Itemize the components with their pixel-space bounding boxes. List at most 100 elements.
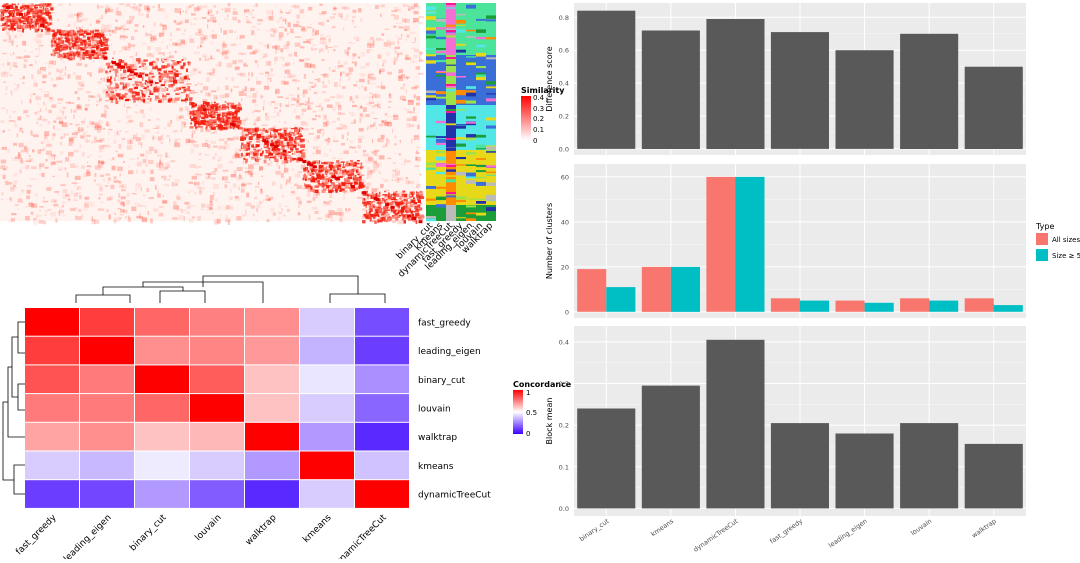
similarity-noise-cell: [289, 129, 294, 133]
similarity-noise-cell: [157, 52, 164, 55]
similarity-block-cell: [233, 125, 239, 128]
similarity-block-cell: [347, 170, 351, 175]
annotation-segment: [426, 105, 436, 135]
similarity-noise-cell: [138, 100, 140, 103]
similarity-block-cell: [55, 47, 60, 52]
similarity-noise-cell: [206, 72, 212, 75]
similarity-block-cell: [401, 218, 405, 221]
similarity-block-cell: [416, 194, 420, 197]
similarity-noise-cell: [68, 138, 74, 144]
similarity-block-cell: [199, 126, 203, 128]
similarity-noise-cell: [73, 72, 76, 75]
concordance-legend-bar: [513, 390, 523, 434]
similarity-block-cell: [378, 191, 381, 195]
y-tick-label: 0.4: [559, 338, 569, 346]
similarity-noise-cell: [265, 112, 268, 116]
similarity-noise-cell: [352, 54, 357, 56]
similarity-noise-cell: [124, 46, 131, 51]
similarity-noise-cell: [225, 77, 228, 80]
similarity-noise-cell: [393, 114, 398, 117]
similarity-noise-cell: [130, 6, 135, 9]
annotation-stripe: [426, 48, 436, 50]
similarity-noise-cell: [97, 130, 101, 133]
similarity-noise-cell: [314, 82, 316, 85]
similarity-noise-cell: [179, 10, 181, 15]
similarity-block-cell: [216, 108, 221, 110]
annotation-stripe: [426, 170, 436, 175]
similarity-noise-cell: [374, 150, 380, 152]
similarity-noise-cell: [79, 55, 85, 60]
similarity-block-cell: [154, 87, 160, 89]
similarity-noise-cell: [78, 81, 84, 86]
concordance-cell: [355, 308, 409, 336]
similarity-block-cell: [78, 38, 83, 42]
similarity-noise-cell: [80, 214, 84, 219]
similarity-noise-cell: [232, 11, 238, 15]
similarity-noise-cell: [6, 109, 8, 114]
similarity-noise-cell: [96, 4, 100, 9]
similarity-block-cell: [4, 19, 7, 21]
similarity-noise-cell: [388, 92, 391, 96]
annotation-stripe: [426, 30, 436, 34]
similarity-noise-cell: [257, 19, 263, 22]
similarity-block-cell: [324, 171, 328, 176]
similarity-noise-cell: [193, 23, 197, 25]
similarity-block-cell: [59, 46, 62, 49]
similarity-block-cell: [383, 207, 387, 209]
similarity-block-cell: [251, 130, 255, 134]
similarity-noise-cell: [369, 44, 375, 48]
similarity-noise-cell: [303, 73, 307, 79]
similarity-block-cell: [399, 198, 402, 200]
similarity-noise-cell: [419, 52, 424, 54]
similarity-block-cell: [242, 144, 247, 149]
similarity-noise-cell: [7, 181, 13, 185]
similarity-block-cell: [347, 176, 353, 180]
x-tick-label: walktrap: [970, 517, 998, 540]
similarity-noise-cell: [43, 146, 46, 151]
similarity-block-cell: [279, 144, 284, 146]
similarity-noise-cell: [410, 59, 414, 64]
similarity-legend-tick: 0: [533, 137, 537, 145]
similarity-noise-cell: [218, 61, 222, 67]
similarity-block-cell: [133, 71, 135, 74]
similarity-noise-cell: [417, 124, 420, 130]
similarity-block-cell: [316, 173, 321, 178]
similarity-noise-cell: [319, 129, 325, 131]
similarity-noise-cell: [112, 157, 115, 160]
similarity-block-cell: [273, 129, 279, 133]
similarity-noise-cell: [377, 188, 379, 190]
similarity-diagonal-cell: [375, 197, 380, 201]
annotation-segment: [456, 150, 466, 205]
similarity-noise-cell: [284, 28, 287, 32]
similarity-noise-cell: [345, 207, 347, 211]
similarity-noise-cell: [213, 220, 219, 225]
similarity-noise-cell: [234, 66, 240, 71]
similarity-noise-cell: [398, 153, 401, 156]
similarity-block-cell: [365, 216, 368, 218]
similarity-noise-cell: [399, 95, 406, 100]
similarity-noise-cell: [394, 7, 399, 9]
similarity-block-cell: [140, 98, 145, 102]
similarity-block-cell: [29, 23, 31, 28]
similarity-block-cell: [42, 6, 44, 10]
similarity-noise-cell: [322, 179, 328, 184]
similarity-noise-cell: [323, 122, 328, 127]
similarity-block-cell: [414, 205, 419, 207]
concordance-cell: [300, 451, 354, 480]
similarity-noise-cell: [158, 167, 163, 171]
similarity-block-cell: [54, 52, 59, 54]
similarity-noise-cell: [17, 198, 23, 202]
similarity-block-cell: [61, 30, 65, 35]
similarity-block-cell: [416, 193, 419, 196]
similarity-noise-cell: [398, 22, 402, 25]
similarity-noise-cell: [249, 90, 252, 92]
annotation-segment: [436, 105, 446, 135]
similarity-noise-cell: [156, 162, 161, 168]
similarity-noise-cell: [211, 43, 214, 45]
similarity-noise-cell: [246, 16, 248, 18]
similarity-noise-cell: [113, 176, 117, 179]
concordance-cell: [245, 365, 299, 394]
similarity-noise-cell: [109, 30, 114, 33]
similarity-noise-cell: [85, 91, 91, 94]
